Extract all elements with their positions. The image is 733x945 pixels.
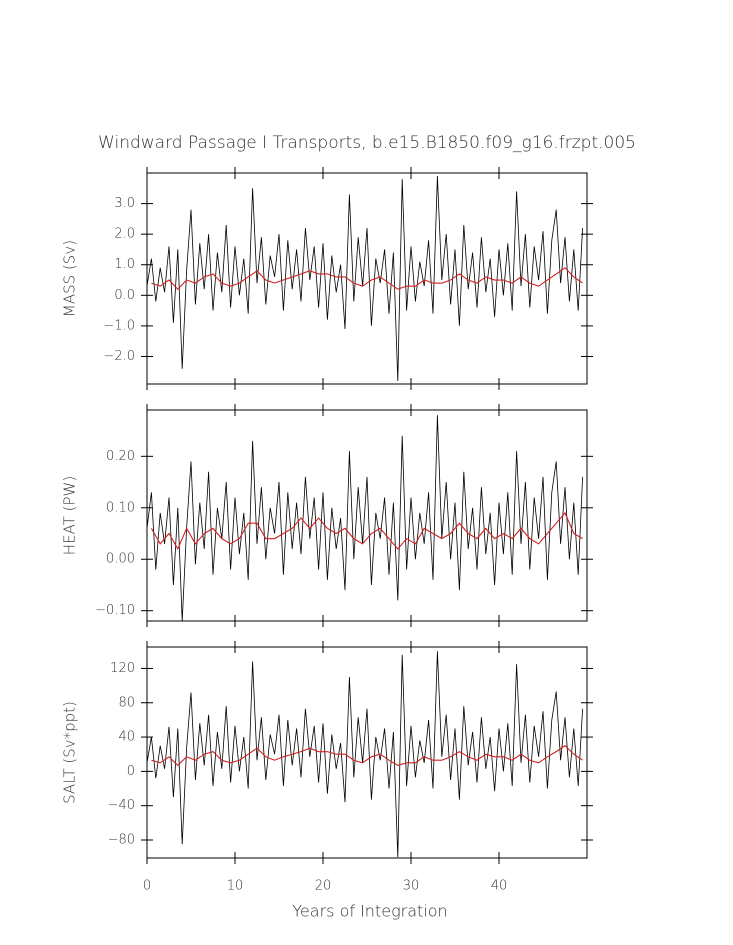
series-line <box>147 415 583 621</box>
series-line <box>150 511 583 551</box>
y-tick-label: 1.0 <box>114 257 135 272</box>
y-tick-label: 0.10 <box>106 500 135 515</box>
plot-frame <box>146 646 588 859</box>
x-tick-label: 0 <box>143 879 151 894</box>
y-tick-label: −2.0 <box>103 349 135 364</box>
plot-frame <box>146 172 588 385</box>
x-tick-label: 10 <box>227 879 244 894</box>
plot-frame <box>146 409 588 622</box>
series-line <box>151 267 583 290</box>
x-tick-label: 30 <box>403 879 420 894</box>
series-line <box>147 651 583 858</box>
y-tick-label: 120 <box>110 661 135 676</box>
x-axis-label: Years of Integration <box>292 902 447 921</box>
y-tick-label: −1.0 <box>103 318 135 333</box>
y-tick-label: 0.0 <box>114 288 135 303</box>
series-line <box>147 176 583 381</box>
y-tick-label: 80 <box>118 695 135 710</box>
series-line <box>151 744 583 767</box>
y-tick-label: 0 <box>127 764 135 779</box>
y-axis-label: HEAT (PW) <box>61 476 79 555</box>
x-tick-label: 20 <box>315 879 332 894</box>
y-tick-label: 2.0 <box>114 227 135 242</box>
y-tick-label: −80 <box>108 832 135 847</box>
x-tick-label: 40 <box>491 879 508 894</box>
y-tick-label: 0.00 <box>106 552 135 567</box>
y-axis-label: MASS (Sv) <box>61 240 79 317</box>
chart-title: Windward Passage I Transports, b.e15.B18… <box>98 133 636 153</box>
y-tick-label: 0.20 <box>106 449 135 464</box>
y-tick-label: 3.0 <box>114 196 135 211</box>
y-axis-label: SALT (Sv*ppt) <box>61 701 79 804</box>
y-tick-label: −0.10 <box>95 603 135 618</box>
y-tick-label: −40 <box>108 798 135 813</box>
y-tick-label: 40 <box>118 730 135 745</box>
